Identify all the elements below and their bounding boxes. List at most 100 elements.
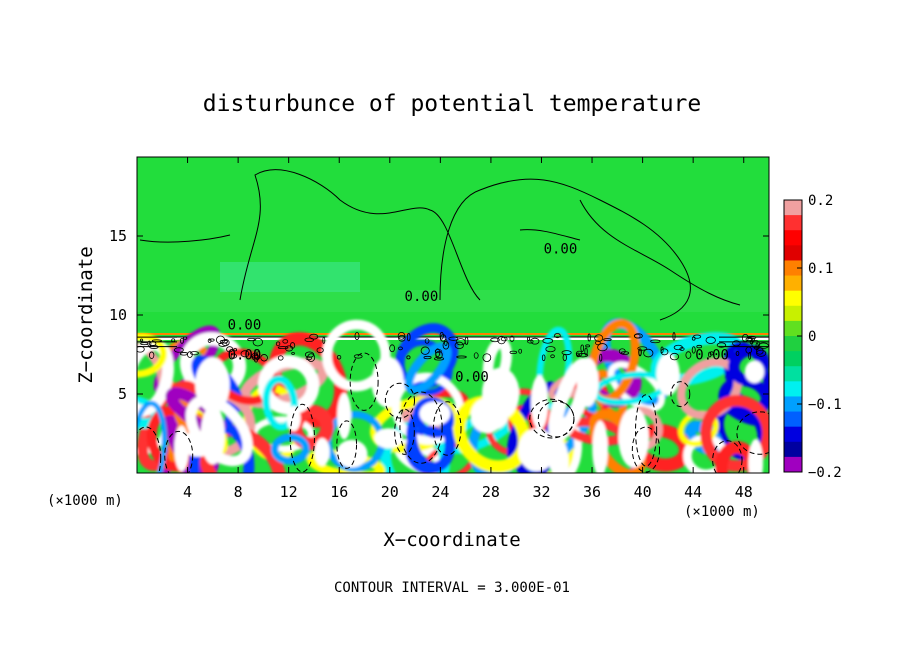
noise-contour [527,339,534,344]
x-tick-label: 20 [381,483,399,501]
x-tick-label: 48 [735,483,753,501]
noise-contour [554,333,561,339]
noise-contour [758,342,769,349]
noise-contour [473,352,479,359]
noise-contour [637,346,648,351]
noise-contour [618,348,626,355]
dashed-contour [529,398,575,439]
contour-line [439,178,691,321]
noise-contour [444,339,448,346]
colorbar-swatch [784,230,802,246]
chart-title: disturbunce of potential temperature [203,91,702,117]
x-tick-label: 28 [482,483,500,501]
contour-line [239,169,481,301]
contour-label: 0.00 [228,348,262,364]
field-blob-core [748,439,764,473]
noise-contour [509,335,515,342]
dashed-contour [384,382,416,419]
noise-contour [397,331,406,340]
noise-contour [638,349,642,357]
noise-contour [756,349,767,357]
noise-contour [254,349,260,353]
noise-contour [748,351,752,360]
noise-contour [599,353,603,362]
field-blob [258,355,320,415]
field-blob-core [576,357,599,407]
field-blob-core [551,439,569,473]
upper-contours [139,169,741,321]
field-blob [262,375,299,431]
dashed-contour [289,403,315,473]
noise-contour [179,352,188,356]
noise-contour [454,341,464,350]
colorbar-swatch [784,351,802,367]
noise-contour [435,350,443,360]
noise-contour [247,337,257,342]
colorbar-swatch [784,381,802,397]
colorbar-swatch [784,411,802,428]
noise-contour [389,344,396,353]
colorbar-tick-label: 0 [808,329,816,345]
noise-contour [433,356,445,361]
dashed-contour [635,394,658,467]
x-tick-label: 40 [634,483,652,501]
field-blob [700,394,769,472]
noise-contour [594,334,604,342]
noise-contour [291,351,295,355]
noise-contour [439,334,447,342]
noise-contour [406,332,411,342]
field-blob-core [518,428,556,472]
noise-contour [277,355,284,361]
colorbar-swatch [784,200,802,216]
dashed-contour [670,381,691,408]
noise-contour [251,354,261,361]
mixed-layer-blobs [137,318,769,473]
field-blob-core [592,420,609,473]
noise-contour [183,336,188,340]
colorbar-swatch [784,441,802,458]
x-tick-label: 16 [330,483,348,501]
noise-contour [633,333,643,339]
noise-contour [277,346,289,350]
noise-contour [209,338,215,342]
noise-contour [398,346,403,351]
field-blob-core [618,407,649,468]
noise-contour [316,347,324,354]
noise-contour [190,351,199,356]
field-blob-core [286,405,301,432]
noise-contour [490,337,500,343]
noise-contour [500,336,508,342]
colorbar-tick-label: −0.1 [808,397,842,413]
field-blob-core [374,428,403,449]
x-tick-label: 44 [684,483,702,501]
upper-band [137,290,769,312]
noise-contour [745,337,753,342]
noise-contour [322,336,326,344]
field-blob-core [744,360,765,384]
noise-contour [527,336,531,341]
noise-contour [561,350,572,356]
y-tick-label: 5 [118,385,127,403]
dashed-contour [394,408,415,455]
noise-contour [448,336,459,341]
noise-contour [149,351,155,359]
noise-contour [518,348,523,354]
noise-contour [660,346,664,354]
contour-label: 0.00 [405,289,439,305]
colorbar-swatch [784,396,802,413]
noise-contour [580,344,585,352]
noise-contour [305,356,312,361]
noise-contour [673,344,683,351]
noise-contour [233,348,238,352]
contour-label: 0.00 [695,348,729,364]
field-blob-core [470,397,504,434]
noise-contour [679,347,685,351]
noise-contour [304,351,315,358]
dashed-contour [736,411,769,455]
noise-contour [584,347,588,356]
noise-contour [207,338,212,343]
noise-contour [420,346,430,355]
noise-contour [423,355,432,360]
colorbar-swatch [784,426,802,443]
